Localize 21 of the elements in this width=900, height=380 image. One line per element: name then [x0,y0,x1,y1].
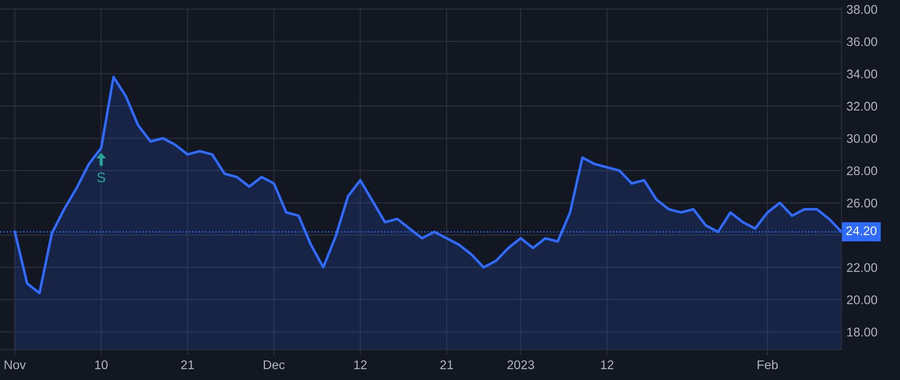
y-tick-label: 28.00 [846,166,878,176]
y-tick-label: 32.00 [846,102,878,111]
y-tick-label: 18.00 [847,328,878,337]
y-tick-label: 36.00 [846,37,878,46]
x-tick-label: 12 [354,360,367,370]
x-tick-label: 12 [601,360,614,370]
x-tick-label: 21 [181,360,194,370]
x-tick-label: 21 [440,360,454,370]
x-tick-label: 2023 [507,360,534,370]
annotation: S [97,172,106,182]
y-tick-label: 26.00 [846,198,878,208]
ref-line-label: 24.20 [846,226,876,236]
x-tick-label: Nov [4,360,26,370]
x-tick-label: 10 [95,360,108,370]
y-tick-label: 34.00 [846,70,878,78]
y-tick-label: 20.00 [846,295,878,304]
y-tick-label: 38.00 [846,5,878,14]
x-tick-label: Dec [264,360,285,370]
y-tick-label: 22.00 [846,263,878,272]
x-tick-label: Feb [758,360,778,370]
y-tick-label: 30.00 [846,134,878,143]
